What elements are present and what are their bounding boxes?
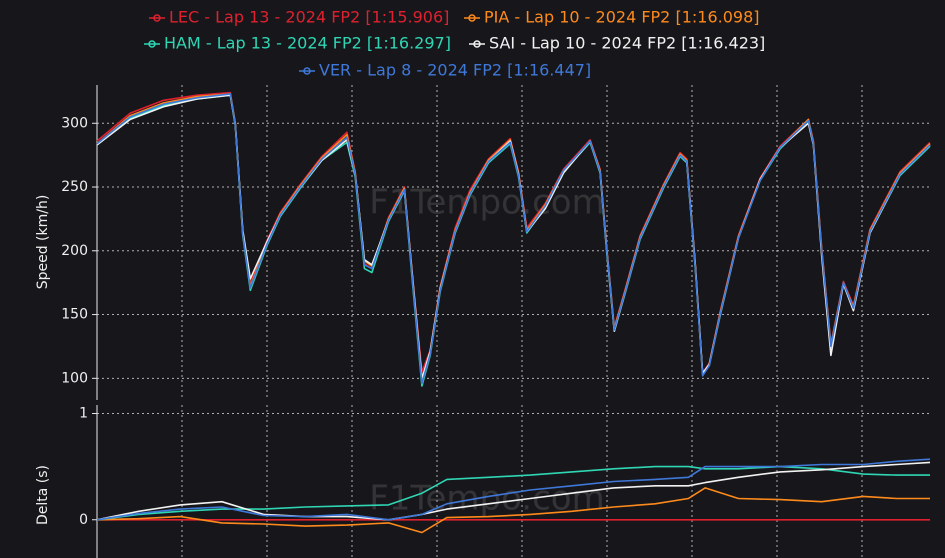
legend-marker	[148, 40, 156, 48]
series-line	[96, 458, 931, 521]
legend-label: SAI - Lap 10 - 2024 FP2 [1:16.423]	[489, 34, 765, 53]
y-axis-label: Speed (km/h)	[35, 195, 51, 290]
y-tick-label: 0	[79, 512, 88, 528]
legend-label: VER - Lap 8 - 2024 FP2 [1:16.447]	[319, 61, 591, 80]
vertical-grid	[181, 85, 863, 558]
y-axis-label: Delta (s)	[35, 465, 51, 525]
series-line	[96, 94, 931, 380]
y-tick-label: 1	[79, 406, 88, 422]
legend-label: PIA - Lap 10 - 2024 FP2 [1:16.098]	[484, 8, 759, 27]
series-line	[96, 461, 931, 521]
series-line	[96, 94, 931, 387]
y-tick-label: 150	[61, 307, 88, 323]
legend-marker	[468, 14, 476, 22]
y-tick-label: 100	[61, 370, 88, 386]
legend-label: LEC - Lap 13 - 2024 FP2 [1:15.906]	[169, 8, 449, 27]
legend-marker	[153, 14, 161, 22]
series-line	[96, 465, 930, 521]
y-tick-label: 300	[61, 115, 88, 131]
y-tick-label: 250	[61, 179, 88, 195]
series-line	[96, 91, 931, 374]
series-line	[96, 487, 930, 534]
watermark: F1Tempo.com	[369, 183, 604, 223]
series-line	[96, 93, 931, 385]
legend-marker	[303, 67, 311, 75]
y-tick-label: 200	[61, 243, 88, 259]
legend-marker	[473, 40, 481, 48]
legend-label: HAM - Lap 13 - 2024 FP2 [1:16.297]	[164, 34, 451, 53]
series-line	[96, 93, 931, 382]
